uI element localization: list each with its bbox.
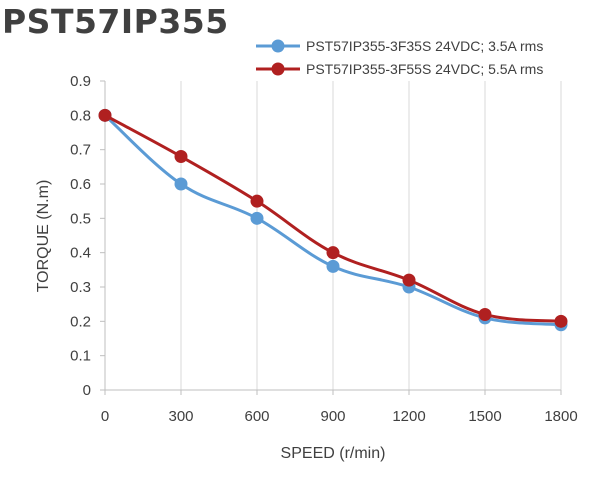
y-tick-label: 0.9 bbox=[70, 73, 91, 90]
legend-label: PST57IP355-3F55S 24VDC; 5.5A rms bbox=[306, 61, 543, 77]
x-tick-label: 900 bbox=[320, 408, 345, 425]
y-tick-label: 0 bbox=[83, 382, 91, 399]
y-tick-label: 0.3 bbox=[70, 279, 91, 296]
y-tick-label: 0.6 bbox=[70, 176, 91, 193]
y-axis-label: TORQUE (N.m) bbox=[35, 180, 52, 293]
x-tick-label: 0 bbox=[101, 408, 109, 425]
data-point bbox=[478, 307, 492, 321]
y-tick-label: 0.1 bbox=[70, 348, 91, 365]
x-tick-label: 1200 bbox=[392, 408, 425, 425]
data-point bbox=[554, 314, 568, 328]
axes bbox=[100, 80, 562, 395]
y-tick-label: 0.4 bbox=[70, 245, 91, 262]
y-tick-label: 0.7 bbox=[70, 142, 91, 159]
legend-swatch-marker bbox=[271, 39, 285, 53]
data-point bbox=[250, 194, 264, 208]
data-point bbox=[174, 177, 188, 191]
y-tick-label: 0.8 bbox=[70, 107, 91, 124]
x-axis-label: SPEED (r/min) bbox=[281, 445, 386, 462]
series-2 bbox=[98, 108, 568, 328]
legend-label: PST57IP355-3F35S 24VDC; 3.5A rms bbox=[306, 38, 543, 54]
x-tick-labels: 0 300 600 900 1200 1500 1800 bbox=[101, 408, 578, 425]
y-tick-labels: 0 0.1 0.2 0.3 0.4 0.5 0.6 0.7 0.8 0.9 bbox=[70, 73, 91, 399]
series-group bbox=[98, 108, 568, 332]
grid-lines bbox=[180, 81, 562, 390]
x-tick-label: 1800 bbox=[544, 408, 577, 425]
legend: PST57IP355-3F35S 24VDC; 3.5A rms PST57IP3… bbox=[256, 38, 543, 77]
data-point bbox=[250, 211, 264, 225]
data-point bbox=[326, 246, 340, 260]
y-tick-label: 0.5 bbox=[70, 210, 91, 227]
data-point bbox=[174, 150, 188, 164]
legend-item-2: PST57IP355-3F55S 24VDC; 5.5A rms bbox=[256, 61, 543, 77]
y-tick-label: 0.2 bbox=[70, 313, 91, 330]
x-tick-label: 300 bbox=[168, 408, 193, 425]
data-point bbox=[98, 108, 112, 122]
legend-swatch-marker bbox=[271, 62, 285, 76]
data-point bbox=[402, 273, 416, 287]
data-point bbox=[326, 259, 340, 273]
legend-item-1: PST57IP355-3F35S 24VDC; 3.5A rms bbox=[256, 38, 543, 54]
x-tick-label: 600 bbox=[244, 408, 269, 425]
chart-title: PST57IP355 bbox=[2, 2, 229, 41]
x-tick-label: 1500 bbox=[468, 408, 501, 425]
